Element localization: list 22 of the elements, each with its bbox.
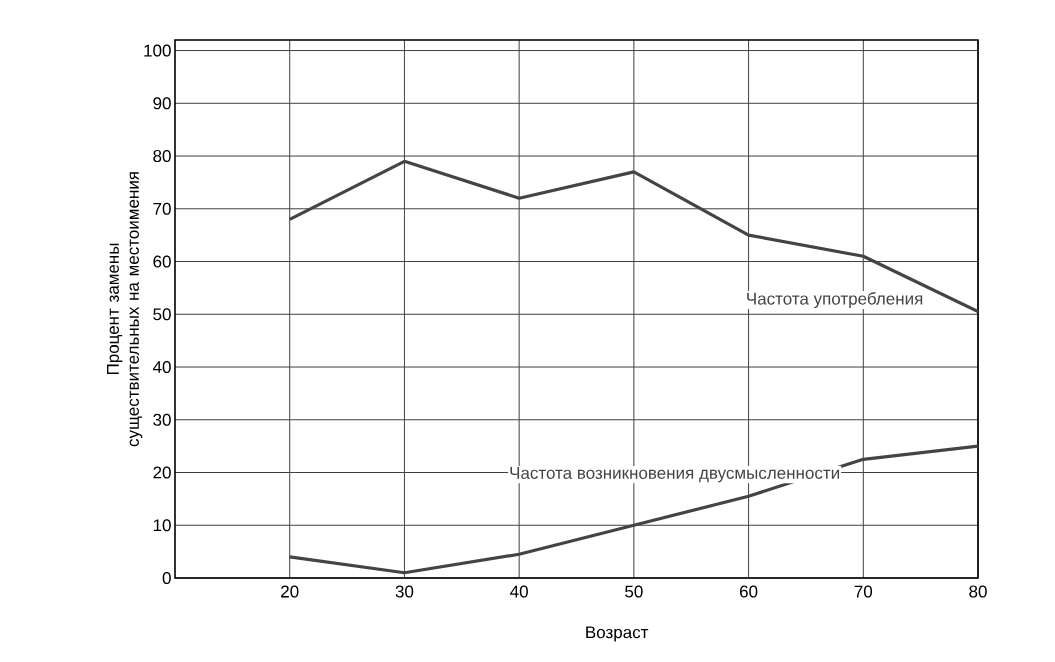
x-tick-label: 40 (510, 585, 528, 598)
y-tick-label: 70 (153, 202, 171, 215)
y-tick-label: 0 (162, 571, 171, 585)
series-label: Частота возникновения двусмысленности (510, 467, 839, 483)
y-tick-label: 20 (153, 466, 171, 479)
x-axis-title: Возраст (586, 626, 649, 642)
x-tick-label: 80 (969, 585, 987, 598)
y-tick-label: 50 (153, 308, 171, 321)
y-tick-label: 100 (144, 44, 171, 57)
x-tick-label: 20 (281, 585, 299, 598)
y-tick-label: 10 (153, 519, 171, 532)
x-tick-label: 50 (625, 585, 643, 598)
y-tick-label: 60 (153, 255, 171, 268)
y-axis-title: Процент замены существительных на местоимения (107, 172, 143, 447)
x-tick-label: 30 (395, 585, 414, 598)
x-tick-label: 70 (854, 585, 873, 598)
series-label: Частота употребления (747, 292, 923, 309)
y-tick-label: 40 (152, 360, 171, 374)
y-tick-label: 80 (153, 150, 171, 163)
x-tick-label: 60 (739, 585, 758, 598)
y-tick-label: 30 (153, 413, 171, 426)
y-tick-label: 90 (153, 97, 171, 110)
